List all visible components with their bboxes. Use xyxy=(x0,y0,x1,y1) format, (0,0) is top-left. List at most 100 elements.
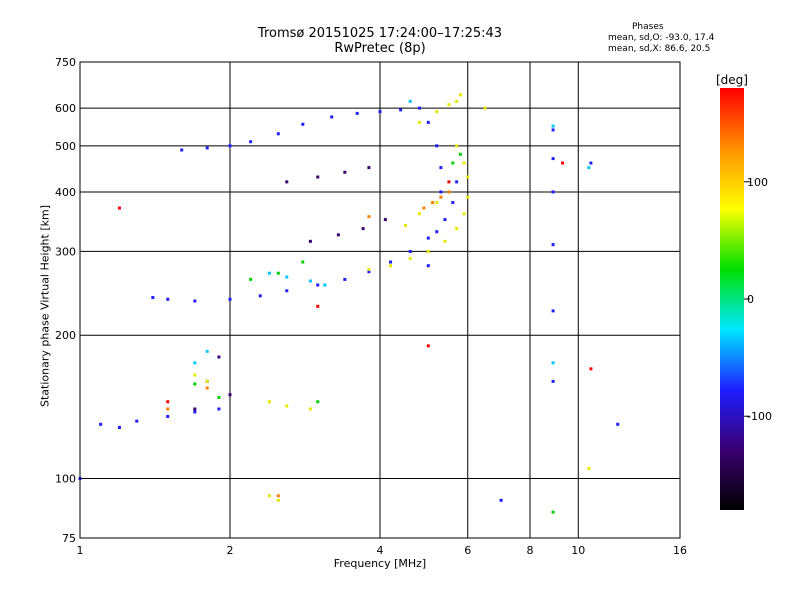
data-point xyxy=(308,239,312,243)
data-point xyxy=(267,400,271,404)
colorbar-tick-label: 100 xyxy=(747,176,768,189)
data-point xyxy=(551,309,555,313)
x-tick-label: 16 xyxy=(673,544,687,557)
plot-frame xyxy=(79,61,681,539)
data-point xyxy=(117,206,121,210)
data-point xyxy=(455,99,459,103)
y-tick-label: 750 xyxy=(55,56,76,69)
data-point xyxy=(389,264,393,268)
data-point xyxy=(217,395,221,399)
data-point xyxy=(551,124,555,128)
colorbar: [deg] 100 0 -100 xyxy=(716,73,772,510)
data-point xyxy=(267,271,271,275)
data-point xyxy=(551,379,555,383)
data-point xyxy=(166,297,170,301)
y-tick-label: 75 xyxy=(62,532,76,545)
data-point xyxy=(249,277,253,281)
colorbar-tick-label: -100 xyxy=(747,410,772,423)
data-point xyxy=(443,239,447,243)
data-point xyxy=(151,296,155,300)
data-point xyxy=(135,419,139,423)
x-tick-label: 6 xyxy=(464,544,471,557)
data-point xyxy=(276,498,280,502)
x-tick-label: 2 xyxy=(227,544,234,557)
data-point xyxy=(455,227,459,231)
data-point xyxy=(301,260,305,264)
data-point xyxy=(285,289,289,293)
colorbar-tick-label: 0 xyxy=(747,293,754,306)
data-point xyxy=(367,215,371,219)
data-point xyxy=(228,393,232,397)
data-point xyxy=(447,180,451,184)
data-point xyxy=(205,146,209,150)
y-tick-label: 300 xyxy=(55,245,76,258)
y-tick-label: 600 xyxy=(55,102,76,115)
data-point xyxy=(355,111,359,115)
data-point xyxy=(367,270,371,274)
data-point xyxy=(316,175,320,179)
y-tick-label: 400 xyxy=(55,186,76,199)
data-point xyxy=(193,299,197,303)
data-point xyxy=(435,201,439,205)
data-point xyxy=(417,212,421,216)
data-point xyxy=(551,510,555,514)
data-point xyxy=(435,144,439,148)
data-point xyxy=(462,161,466,165)
data-point xyxy=(439,195,443,199)
data-point xyxy=(462,212,466,216)
data-point xyxy=(336,233,340,237)
data-point xyxy=(589,367,593,371)
data-point xyxy=(483,106,487,110)
data-point xyxy=(499,498,503,502)
x-tick-label: 1 xyxy=(77,544,84,557)
data-point xyxy=(426,249,430,253)
data-point xyxy=(435,110,439,114)
data-point xyxy=(408,256,412,260)
data-point xyxy=(301,122,305,126)
data-point xyxy=(205,379,209,383)
data-point xyxy=(431,201,435,205)
grid xyxy=(80,62,680,538)
data-point xyxy=(417,106,421,110)
data-point xyxy=(417,120,421,124)
data-point xyxy=(435,230,439,234)
data-point xyxy=(551,243,555,247)
data-point xyxy=(258,294,262,298)
data-point xyxy=(217,407,221,411)
data-point xyxy=(285,275,289,279)
data-point xyxy=(561,161,565,165)
axis-ticks: 1 2 4 6 8 10 16 75 100 200 300 400 500 600 750 xyxy=(55,56,687,557)
data-point xyxy=(193,407,197,411)
data-point xyxy=(408,99,412,103)
colorbar-gradient xyxy=(720,88,744,510)
y-tick-label: 200 xyxy=(55,329,76,342)
data-points xyxy=(78,93,620,514)
phases-heading: Phases xyxy=(632,22,664,32)
data-point xyxy=(117,425,121,429)
data-point xyxy=(193,382,197,386)
data-point xyxy=(367,166,371,170)
data-point xyxy=(205,386,209,390)
x-tick-label: 8 xyxy=(527,544,534,557)
data-point xyxy=(228,297,232,301)
data-point xyxy=(587,466,591,470)
data-point xyxy=(343,170,347,174)
phases-x-mode-stats: mean, sd,X: 86.6, 20.5 xyxy=(608,44,711,54)
data-point xyxy=(383,218,387,222)
data-point xyxy=(166,407,170,411)
data-point xyxy=(361,227,365,231)
chart-title-line-2: RwPretec (8p) xyxy=(334,41,426,56)
data-point xyxy=(193,373,197,377)
data-point xyxy=(458,93,462,97)
data-point xyxy=(455,144,459,148)
data-point xyxy=(422,206,426,210)
data-point xyxy=(193,361,197,365)
data-point xyxy=(343,277,347,281)
data-point xyxy=(466,195,470,199)
data-point xyxy=(323,283,327,287)
data-point xyxy=(408,249,412,253)
data-point xyxy=(439,190,443,194)
x-axis-label: Frequency [MHz] xyxy=(333,557,427,570)
data-point xyxy=(228,144,232,148)
data-point xyxy=(316,304,320,308)
